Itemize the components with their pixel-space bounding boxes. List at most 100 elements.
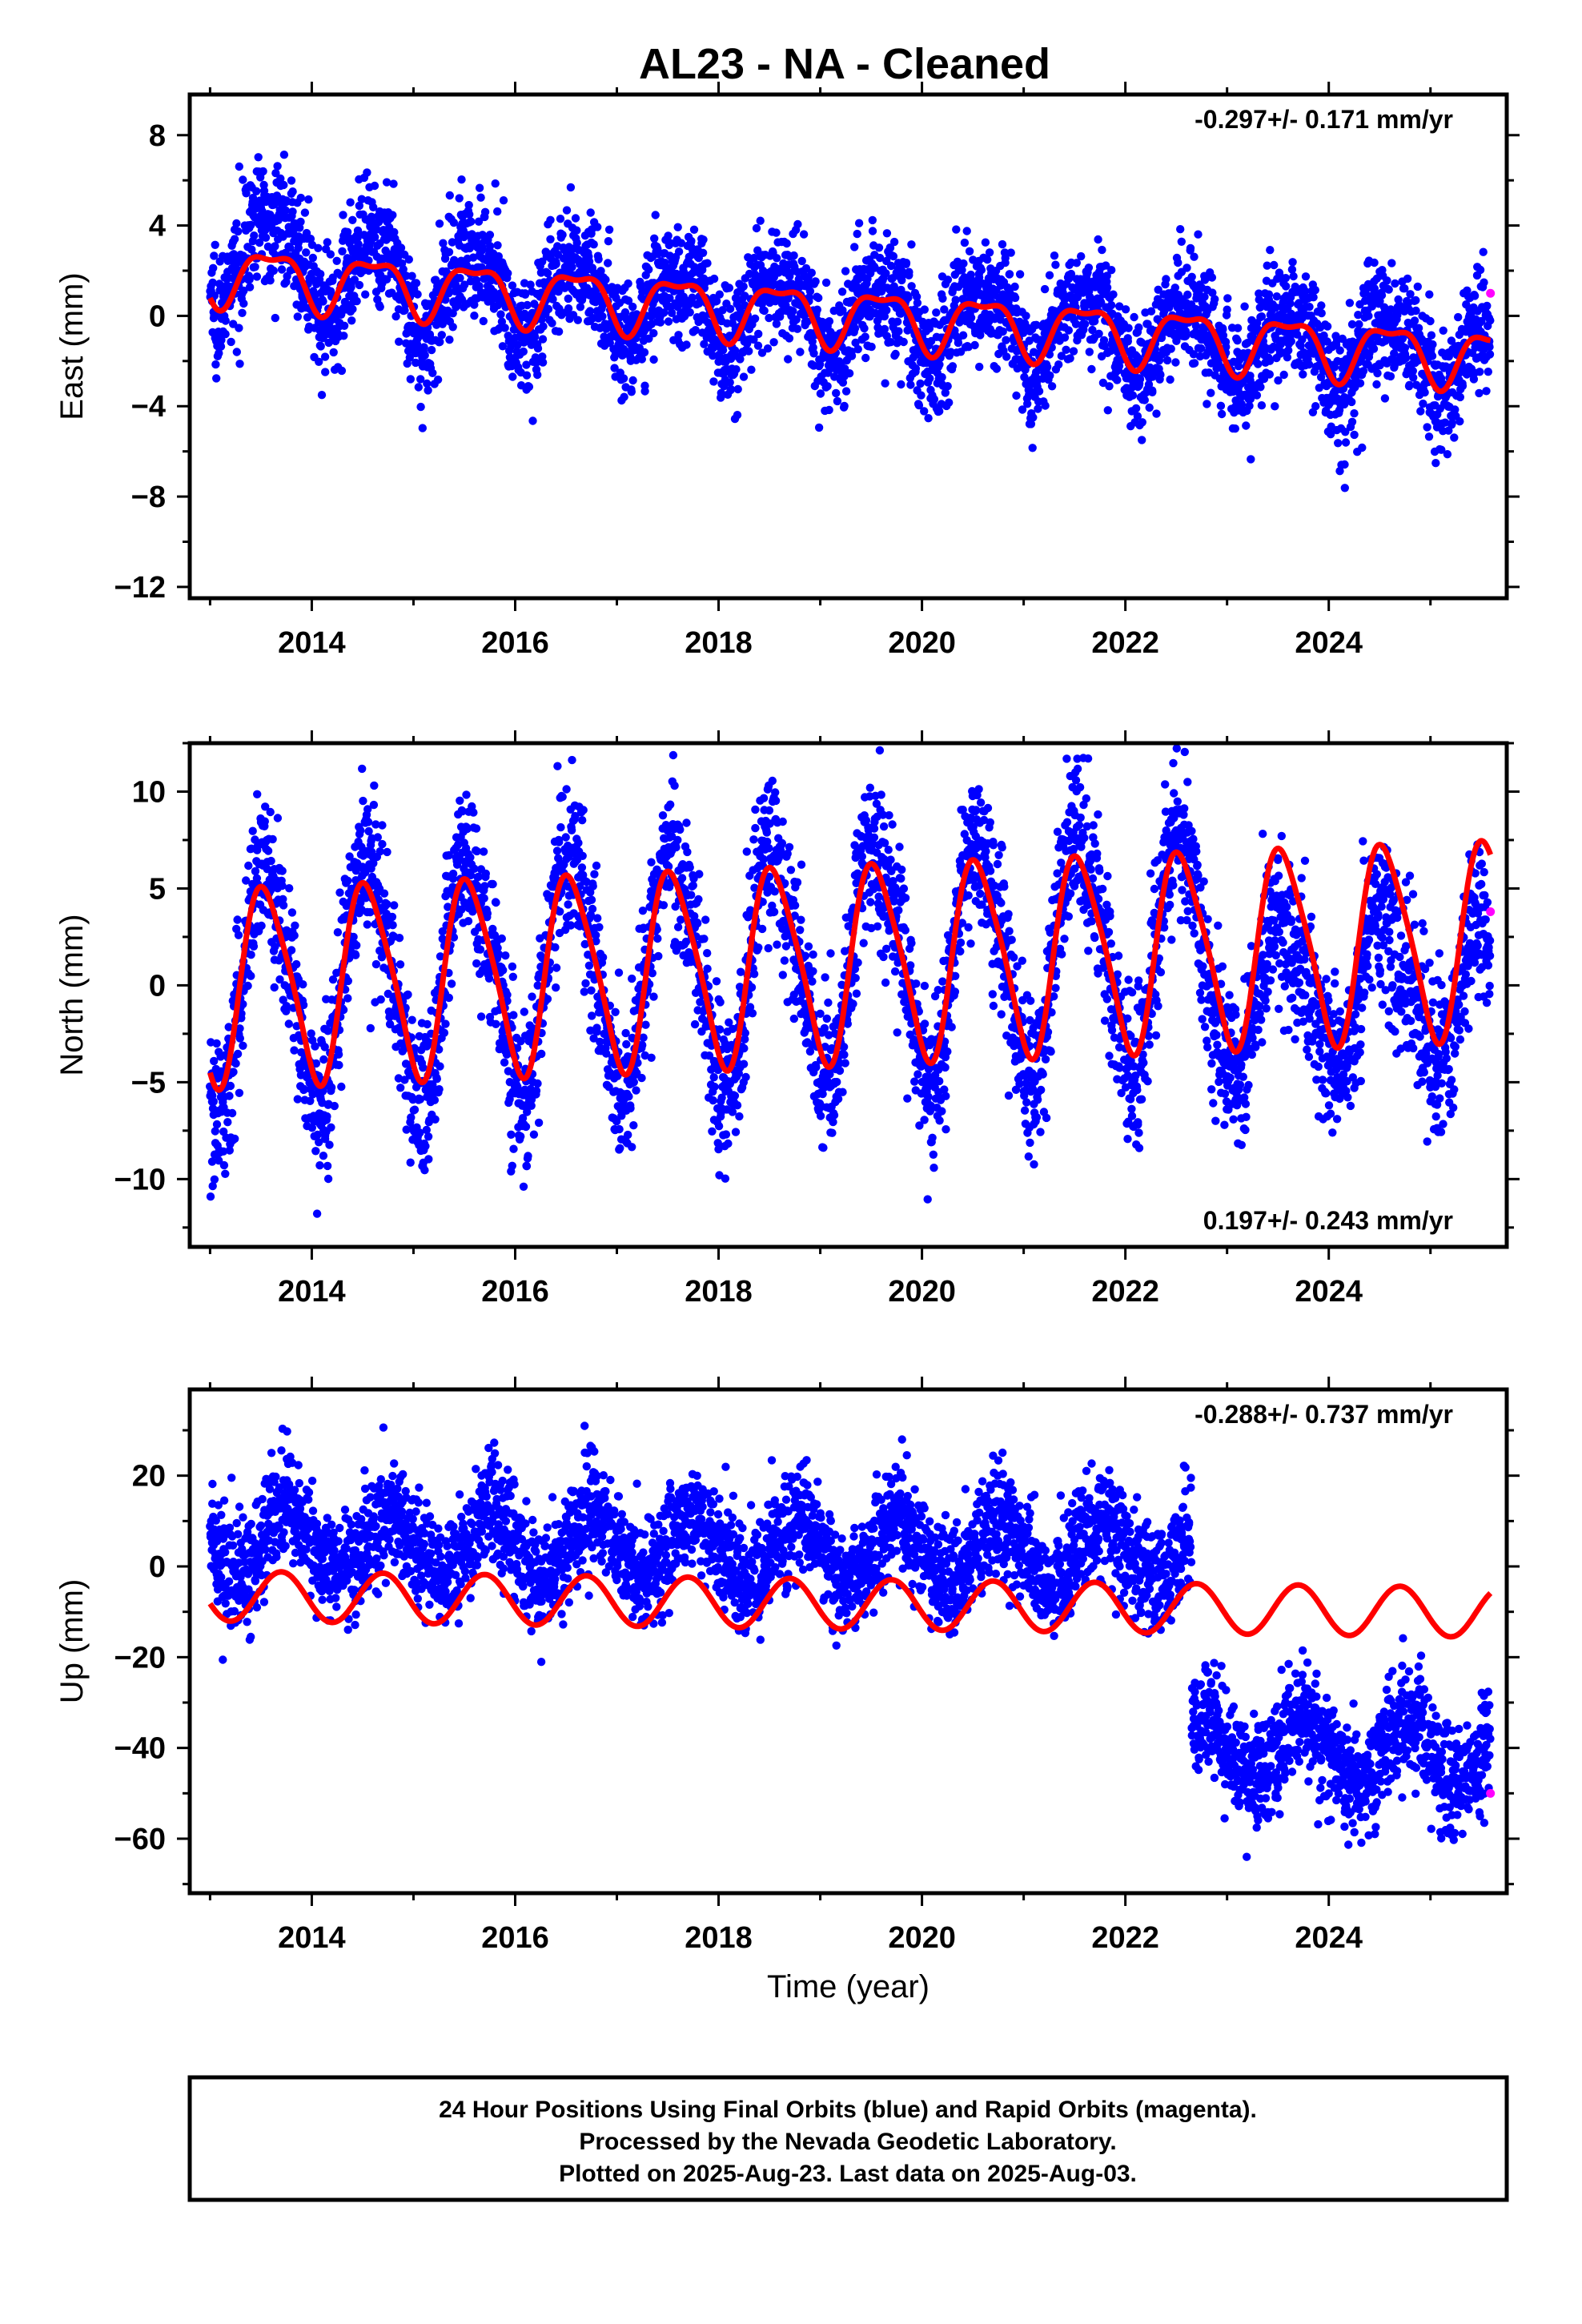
data-point [408, 271, 416, 280]
data-point [267, 856, 275, 866]
data-point [943, 382, 952, 391]
data-point [624, 296, 633, 305]
data-point [284, 1019, 293, 1028]
data-point [455, 194, 464, 203]
data-point [356, 826, 365, 835]
data-point [1102, 283, 1112, 292]
data-point [1469, 375, 1479, 384]
data-point [234, 227, 243, 236]
data-point [1451, 405, 1460, 414]
data-point [1311, 286, 1320, 295]
data-point [252, 187, 261, 195]
data-point [1222, 343, 1231, 352]
data-point [912, 292, 921, 301]
x-tick-label: 2022 [1091, 626, 1159, 660]
data-point [311, 1042, 319, 1051]
data-point [747, 365, 756, 374]
data-point [361, 290, 370, 299]
data-point [219, 1147, 228, 1156]
data-point [1181, 332, 1191, 340]
data-point [304, 195, 313, 204]
data-point [296, 193, 305, 203]
data-point [476, 193, 485, 202]
data-point [546, 215, 555, 224]
data-point [328, 975, 338, 984]
plot-frame [187, 92, 1509, 601]
data-point [958, 266, 966, 275]
data-point [206, 1192, 215, 1201]
data-point [436, 337, 444, 347]
data-point [992, 364, 1002, 373]
data-point [299, 980, 307, 989]
data-point [718, 306, 727, 315]
data-point [786, 268, 795, 277]
data-point [1196, 344, 1206, 353]
data-point [378, 839, 387, 849]
data-point [1416, 407, 1425, 416]
data-point [1046, 371, 1054, 380]
data-point [1072, 259, 1082, 267]
data-point [1138, 418, 1147, 427]
data-point [1114, 361, 1124, 371]
data-point [1411, 306, 1420, 316]
data-point [363, 168, 371, 177]
data-point [1087, 364, 1096, 374]
data-point [1257, 312, 1267, 321]
data-point [1317, 308, 1326, 318]
data-point [498, 342, 508, 351]
data-point [316, 342, 325, 351]
data-point [1243, 339, 1252, 348]
data-point [733, 411, 742, 420]
data-point [475, 282, 484, 291]
data-point [1274, 376, 1283, 385]
data-point [1358, 352, 1367, 361]
data-point [444, 247, 454, 256]
data-point [664, 231, 673, 240]
data-point [543, 269, 552, 278]
data-point [1408, 367, 1418, 376]
data-point [385, 1019, 395, 1029]
data-point [760, 306, 769, 316]
data-point [905, 271, 913, 279]
data-point [1094, 235, 1102, 244]
data-point [456, 274, 464, 283]
data-point [1077, 251, 1086, 261]
data-point [225, 1146, 234, 1155]
data-point [363, 920, 371, 929]
data-point [363, 805, 372, 814]
data-point [255, 238, 264, 247]
data-point [920, 407, 929, 416]
data-point [369, 858, 378, 868]
data-point [1010, 282, 1019, 292]
data-point [1256, 383, 1265, 392]
data-point [1350, 430, 1359, 440]
data-point [1254, 360, 1263, 368]
data-point [323, 238, 331, 247]
data-point [628, 302, 637, 312]
data-point [940, 305, 949, 314]
data-point [952, 225, 961, 234]
data-point [1166, 344, 1175, 353]
data-point [962, 227, 971, 235]
data-point [1279, 370, 1288, 380]
data-point [1311, 402, 1320, 411]
data-point [252, 272, 262, 281]
data-point [364, 826, 373, 836]
data-point [519, 347, 528, 356]
data-point [960, 238, 970, 247]
data-point [367, 212, 376, 221]
data-point [382, 178, 391, 187]
data-point [396, 1084, 405, 1092]
data-point [485, 231, 495, 239]
data-point [1411, 296, 1420, 305]
data-point [548, 319, 556, 328]
data-point [395, 934, 404, 943]
data-point [281, 206, 290, 215]
data-point [1410, 316, 1419, 325]
data-point [1050, 251, 1059, 260]
data-point [1427, 331, 1436, 340]
data-point [861, 332, 869, 341]
data-point [893, 317, 902, 326]
data-point [814, 423, 824, 432]
